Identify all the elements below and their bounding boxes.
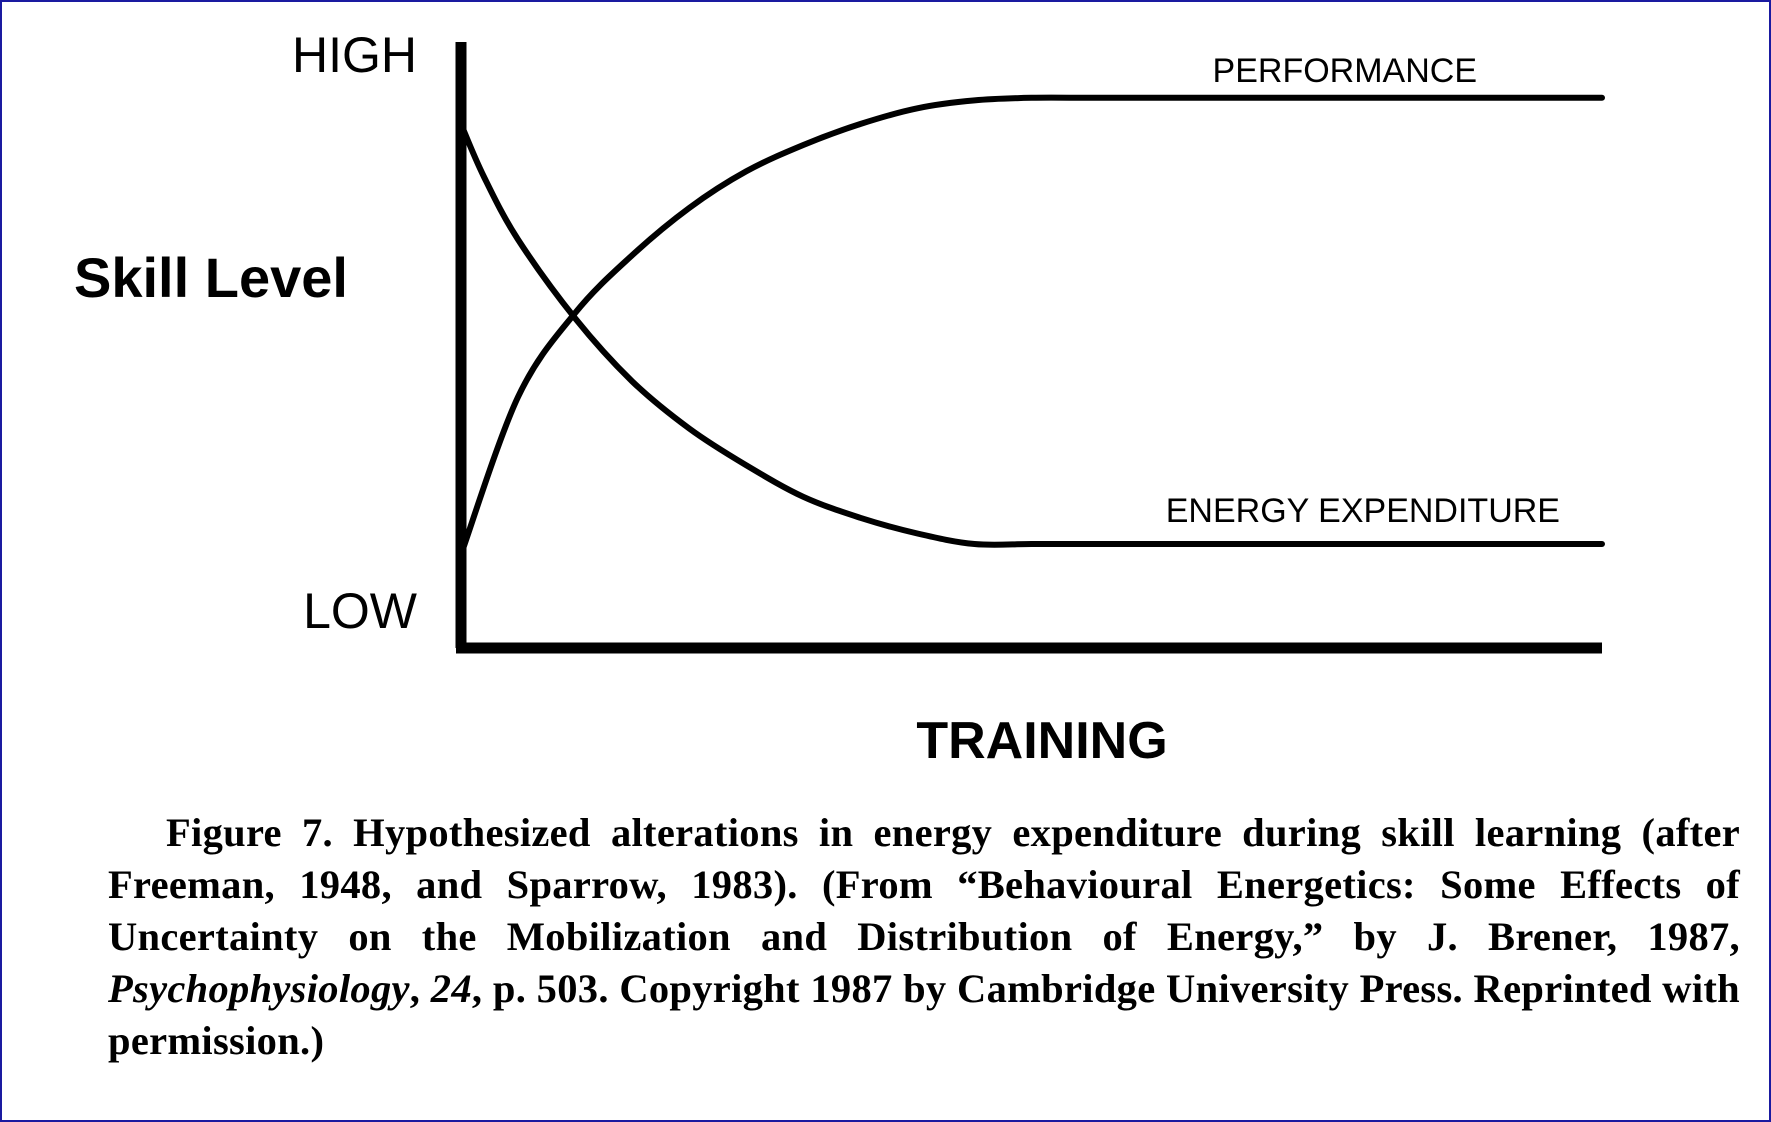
caption-journal: Psychophysiology (108, 966, 410, 1011)
series-line-performance (458, 94, 1605, 558)
x-axis-label: TRAINING (916, 712, 1167, 770)
y-tick-label-low: LOW (303, 583, 418, 639)
series-line-energy-expenditure (458, 121, 1605, 548)
caption-volume: 24 (430, 966, 472, 1011)
figure-caption: Figure 7. Hypothesized alterations in en… (108, 807, 1740, 1067)
chart: HIGH LOW Skill Level TRAINING PERFORMANCE ENE… (74, 27, 1605, 770)
y-tick-label-high: HIGH (292, 27, 417, 83)
series-label-energy-expenditure: ENERGY EXPENDITURE (1166, 492, 1560, 530)
caption-text-2: , (409, 966, 431, 1011)
caption-text-3: , p. 503. Copyright 1987 by Cambridge Un… (108, 966, 1741, 1063)
y-axis-label: Skill Level (74, 246, 348, 309)
chart-series (458, 94, 1605, 558)
series-label-performance: PERFORMANCE (1213, 52, 1477, 90)
chart-axes (455, 42, 1602, 654)
caption-text-1: Figure 7. Hypothesized alterations in en… (108, 810, 1740, 959)
chart-labels: HIGH LOW Skill Level TRAINING PERFORMANCE ENE… (74, 27, 1560, 770)
